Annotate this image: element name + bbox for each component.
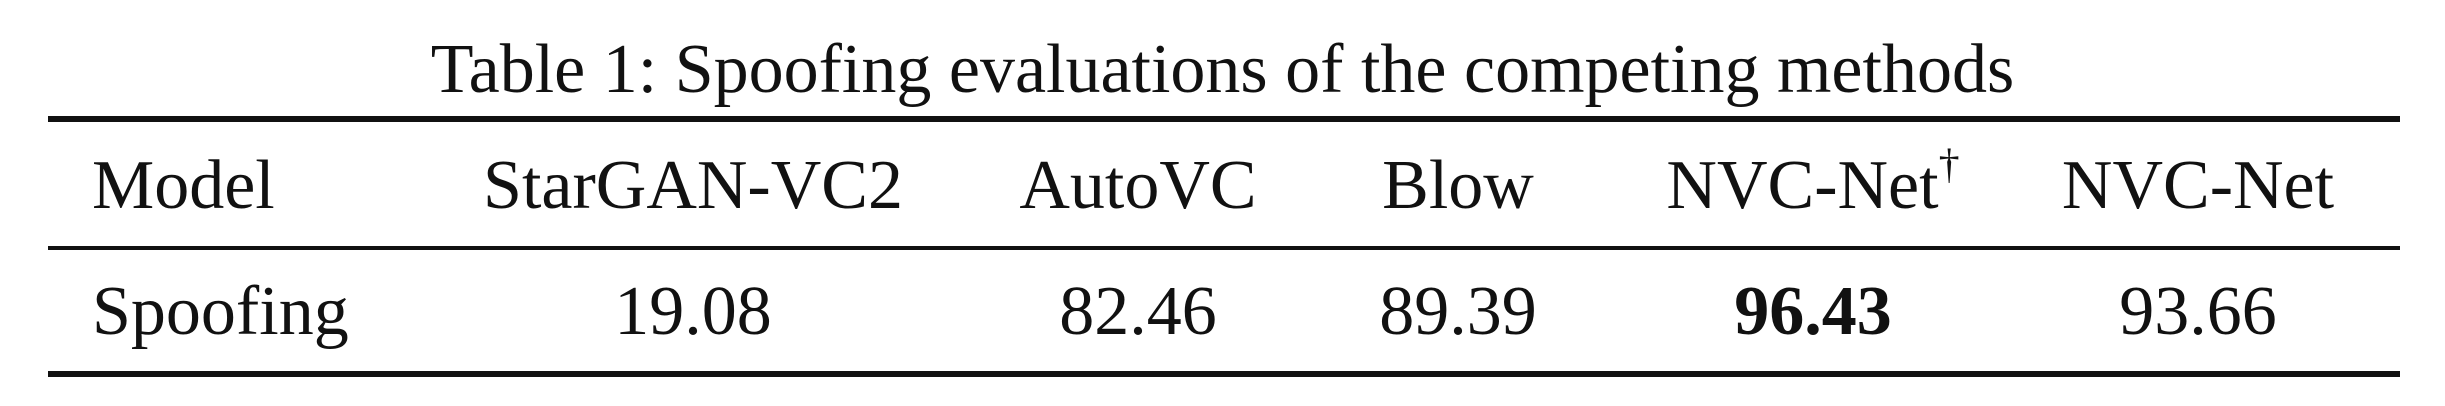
header-blow: Blow — [1382, 147, 1534, 224]
table-row: Spoofing 19.08 82.46 89.39 96.43 93.66 — [48, 264, 2400, 360]
header-model: Model — [92, 147, 275, 224]
bottom-rule — [48, 371, 2400, 377]
mid-rule — [48, 246, 2400, 250]
cell-nvc-net: 93.66 — [2119, 273, 2277, 350]
row-label-spoofing: Spoofing — [92, 273, 349, 350]
cell-nvc-net-dagger-best: 96.43 — [1734, 273, 1892, 350]
header-nvc-net-dagger: NVC-Net† — [1608, 138, 2018, 234]
dagger-superscript: † — [1938, 141, 1960, 188]
table-header-row: Model StarGAN-VC2 AutoVC Blow NVC-Net† N… — [48, 138, 2400, 234]
cell-blow: 89.39 — [1379, 273, 1537, 350]
table-caption: Table 1: Spoofing evaluations of the com… — [430, 31, 2015, 108]
cell-autovc: 82.46 — [1059, 273, 1217, 350]
header-stargan-vc2: StarGAN-VC2 — [483, 147, 903, 224]
header-autovc: AutoVC — [1019, 147, 1257, 224]
cell-stargan-vc2: 19.08 — [614, 273, 772, 350]
top-rule — [48, 116, 2400, 122]
header-nvc-net: NVC-Net — [2061, 147, 2335, 224]
header-nvc-net-dagger-label: NVC-Net — [1666, 147, 1939, 224]
